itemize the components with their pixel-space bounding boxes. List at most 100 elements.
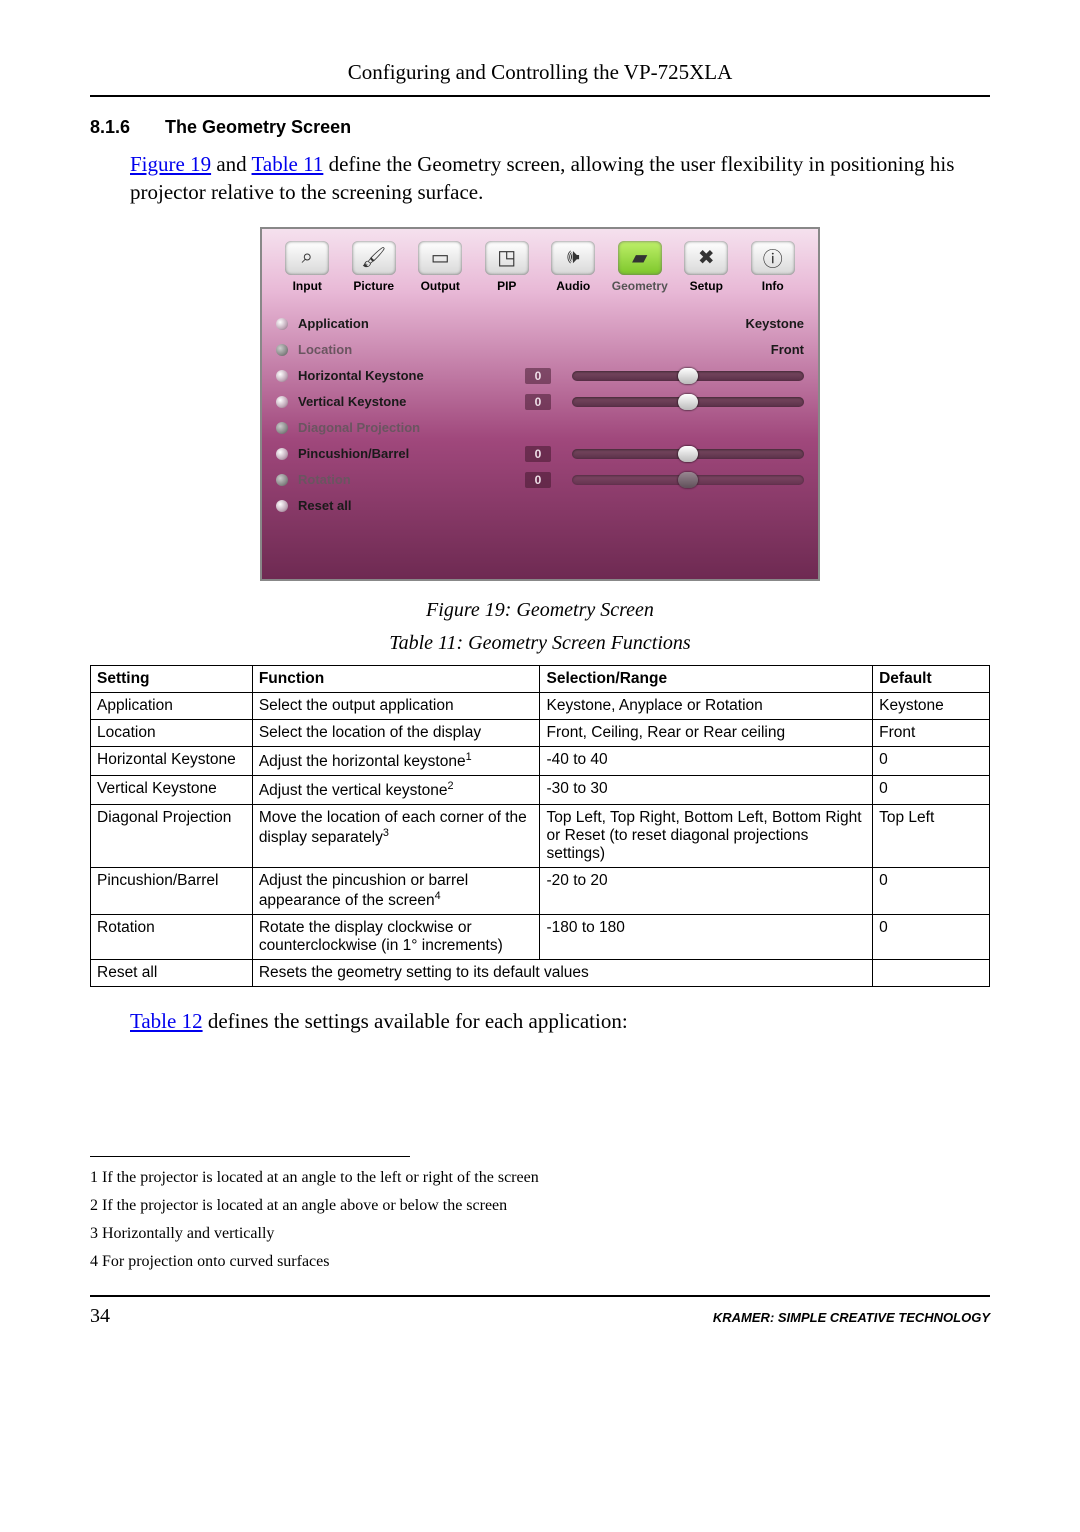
cell-function: Move the location of each corner of the … bbox=[252, 805, 540, 868]
table-header: Setting bbox=[91, 665, 253, 692]
cell-range: Top Left, Top Right, Bottom Left, Bottom… bbox=[540, 805, 873, 868]
osd-tab-icon: ◳ bbox=[485, 241, 529, 275]
osd-tab-icon: ⓘ bbox=[751, 241, 795, 275]
section-title: The Geometry Screen bbox=[165, 117, 351, 137]
link-table-12[interactable]: Table 12 bbox=[130, 1009, 203, 1033]
cell-function: Rotate the display clockwise or counterc… bbox=[252, 915, 540, 960]
cell-setting: Application bbox=[91, 692, 253, 719]
osd-row-value: Keystone bbox=[518, 316, 804, 331]
cell-setting: Horizontal Keystone bbox=[91, 746, 253, 775]
osd-tab-icon: ✖ bbox=[684, 241, 728, 275]
table-row: Vertical KeystoneAdjust the vertical key… bbox=[91, 775, 990, 804]
cell-function: Adjust the vertical keystone2 bbox=[252, 775, 540, 804]
osd-tab-label: Geometry bbox=[612, 279, 668, 293]
osd-row-value: Front bbox=[518, 342, 804, 357]
cell-setting: Pincushion/Barrel bbox=[91, 868, 253, 915]
slider-thumb-icon bbox=[678, 472, 698, 488]
osd-row[interactable]: Pincushion/Barrel0 bbox=[276, 441, 804, 467]
cell-function: Adjust the pincushion or barrel appearan… bbox=[252, 868, 540, 915]
brand-footer: KRAMER: SIMPLE CREATIVE TECHNOLOGY bbox=[713, 1310, 990, 1325]
cell-range: -30 to 30 bbox=[540, 775, 873, 804]
cell-range: -20 to 20 bbox=[540, 868, 873, 915]
osd-row[interactable]: Horizontal Keystone 0 bbox=[276, 363, 804, 389]
osd-tab-icon: ▭ bbox=[418, 241, 462, 275]
osd-row[interactable]: LocationFront bbox=[276, 337, 804, 363]
cell-range: Keystone, Anyplace or Rotation bbox=[540, 692, 873, 719]
after-table-paragraph: Table 12 defines the settings available … bbox=[130, 1007, 990, 1035]
bullet-icon bbox=[276, 500, 288, 512]
page-footer: 34 KRAMER: SIMPLE CREATIVE TECHNOLOGY bbox=[90, 1295, 990, 1328]
cell-default: Front bbox=[873, 719, 990, 746]
osd-slider[interactable] bbox=[572, 449, 804, 459]
link-table-11[interactable]: Table 11 bbox=[252, 152, 324, 176]
osd-tab-label: Output bbox=[421, 279, 460, 293]
osd-row[interactable]: Rotation0 bbox=[276, 467, 804, 493]
osd-tab-pip[interactable]: ◳ PIP bbox=[476, 241, 539, 293]
running-header: Configuring and Controlling the VP-725XL… bbox=[90, 60, 990, 97]
table-row: ApplicationSelect the output application… bbox=[91, 692, 990, 719]
section-number: 8.1.6 bbox=[90, 117, 160, 138]
osd-tab-picture[interactable]: 🖌 Picture bbox=[343, 241, 406, 293]
osd-row[interactable]: Vertical Keystone0 bbox=[276, 389, 804, 415]
footnote: 3 Horizontally and vertically bbox=[90, 1225, 990, 1243]
osd-tab-icon: 🖌 bbox=[352, 241, 396, 275]
osd-row-label: Rotation bbox=[298, 472, 518, 487]
table-row: Reset allResets the geometry setting to … bbox=[91, 960, 990, 987]
bullet-icon bbox=[276, 318, 288, 330]
cell-default: 0 bbox=[873, 915, 990, 960]
osd-tab-label: Picture bbox=[353, 279, 394, 293]
geometry-osd-screenshot: ⌕ Input 🖌 Picture ▭ Output ◳ PIP 🕪Audio▰Geometry… bbox=[260, 227, 820, 581]
bullet-icon bbox=[276, 422, 288, 434]
cell-function: Adjust the horizontal keystone1 bbox=[252, 746, 540, 775]
osd-tab-info[interactable]: ⓘ Info bbox=[742, 241, 805, 293]
osd-slider[interactable] bbox=[572, 371, 804, 381]
cell-default bbox=[873, 960, 990, 987]
osd-tab-input[interactable]: ⌕ Input bbox=[276, 241, 339, 293]
osd-row[interactable]: Diagonal Projection bbox=[276, 415, 804, 441]
cell-range: -40 to 40 bbox=[540, 746, 873, 775]
table-header: Default bbox=[873, 665, 990, 692]
table-row: LocationSelect the location of the displ… bbox=[91, 719, 990, 746]
osd-row-label: Horizontal Keystone bbox=[298, 368, 518, 383]
osd-tab-geometry[interactable]: ▰Geometry bbox=[609, 241, 672, 293]
osd-tab-label: PIP bbox=[497, 279, 516, 293]
osd-tab-label: Setup bbox=[690, 279, 723, 293]
osd-slider[interactable] bbox=[572, 397, 804, 407]
osd-tab-audio[interactable]: 🕪Audio bbox=[542, 241, 605, 293]
osd-row-label: Reset all bbox=[298, 498, 518, 513]
osd-tab-icon: ⌕ bbox=[285, 241, 329, 275]
osd-row[interactable]: ApplicationKeystone bbox=[276, 311, 804, 337]
bullet-icon bbox=[276, 396, 288, 408]
slider-thumb-icon bbox=[678, 446, 698, 462]
cell-setting: Reset all bbox=[91, 960, 253, 987]
cell-setting: Location bbox=[91, 719, 253, 746]
table-row: Pincushion/BarrelAdjust the pincushion o… bbox=[91, 868, 990, 915]
cell-setting: Rotation bbox=[91, 915, 253, 960]
cell-default: 0 bbox=[873, 775, 990, 804]
cell-default: Keystone bbox=[873, 692, 990, 719]
geometry-functions-table: SettingFunctionSelection/RangeDefault Ap… bbox=[90, 665, 990, 987]
slider-thumb-icon bbox=[678, 394, 698, 410]
osd-tab-output[interactable]: ▭ Output bbox=[409, 241, 472, 293]
cell-function: Select the location of the display bbox=[252, 719, 540, 746]
footnote: 4 For projection onto curved surfaces bbox=[90, 1253, 990, 1271]
osd-row[interactable]: Reset all bbox=[276, 493, 804, 519]
osd-tab-setup[interactable]: ✖ Setup bbox=[675, 241, 738, 293]
cell-setting: Diagonal Projection bbox=[91, 805, 253, 868]
osd-row-label: Diagonal Projection bbox=[298, 420, 518, 435]
footnote: 2 If the projector is located at an angl… bbox=[90, 1197, 990, 1215]
figure-caption: Figure 19: Geometry Screen bbox=[90, 599, 990, 622]
page-number: 34 bbox=[90, 1305, 110, 1328]
osd-tab-label: Info bbox=[762, 279, 784, 293]
table-row: Diagonal ProjectionMove the location of … bbox=[91, 805, 990, 868]
bullet-icon bbox=[276, 370, 288, 382]
intro-paragraph: Figure 19 and Table 11 define the Geomet… bbox=[130, 150, 990, 207]
cell-default: Top Left bbox=[873, 805, 990, 868]
osd-tab-label: Input bbox=[293, 279, 322, 293]
section-heading: 8.1.6 The Geometry Screen bbox=[90, 117, 990, 138]
cell-default: 0 bbox=[873, 868, 990, 915]
cell-function: Select the output application bbox=[252, 692, 540, 719]
footnotes-rule bbox=[90, 1156, 410, 1157]
link-figure-19[interactable]: Figure 19 bbox=[130, 152, 211, 176]
osd-row-value: 0 bbox=[525, 368, 551, 384]
